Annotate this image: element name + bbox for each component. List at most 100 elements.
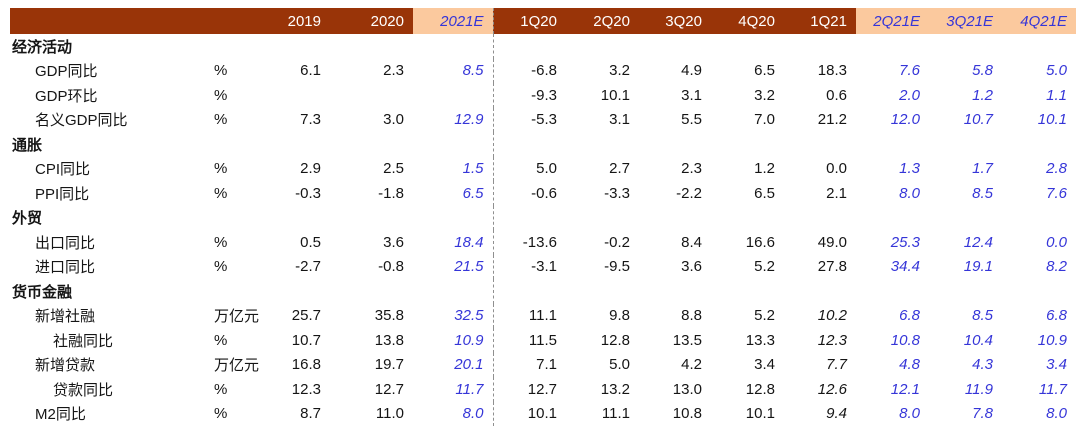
section-title: 通胀 <box>12 136 43 154</box>
cell-2020: 3.0 <box>383 111 404 129</box>
cell-4q20: 1.2 <box>754 160 775 178</box>
cell-2020 <box>330 83 413 108</box>
cell-3q20 <box>639 206 711 231</box>
cell-2020 <box>330 34 413 59</box>
cell-2q21e: 8.0 <box>899 184 920 202</box>
table-row: 出口同比 % 0.5 3.6 18.4 -13.6 -0.2 8.4 16.6 … <box>10 230 1076 255</box>
cell-1q21: 7.7 <box>826 356 847 374</box>
cell-2020 <box>330 206 413 231</box>
cell-2q21e <box>856 279 929 304</box>
cell-1q20 <box>492 279 566 304</box>
cell-3q21e: 1.7 <box>972 160 993 178</box>
cell-2020: 13.8 <box>374 331 404 349</box>
row-unit <box>210 206 267 231</box>
cell-3q20: 8.8 <box>681 307 702 325</box>
cell-3q21e: 8.5 <box>972 184 993 202</box>
cell-4q20: 12.8 <box>745 380 775 398</box>
cell-1q21 <box>784 206 856 231</box>
cell-3q20: 3.6 <box>681 258 702 276</box>
cell-1q21: 10.2 <box>817 307 847 325</box>
row-unit: % <box>214 405 228 423</box>
row-label: GDP环比 <box>35 87 98 105</box>
row-unit <box>210 34 267 59</box>
cell-2q21e: 10.8 <box>890 331 920 349</box>
column-header-2021e: 2021E <box>413 8 493 34</box>
cell-2019: 2.9 <box>300 160 321 178</box>
cell-3q20: 13.5 <box>672 331 702 349</box>
column-header-3q21e: 3Q21E <box>929 8 1002 34</box>
cell-1q21: 12.3 <box>817 331 847 349</box>
cell-3q20 <box>639 34 711 59</box>
cell-2021e: 8.0 <box>462 405 484 423</box>
cell-2q21e: 7.6 <box>899 62 920 80</box>
cell-4q21e: 10.9 <box>1037 331 1067 349</box>
table-header-row: 2019 2020 2021E 1Q20 2Q20 3Q20 4Q20 1Q21… <box>10 8 1076 34</box>
cell-2q21e: 8.0 <box>899 405 920 423</box>
cell-1q20 <box>492 132 566 157</box>
economic-indicators-table: 2019 2020 2021E 1Q20 2Q20 3Q20 4Q20 1Q21… <box>10 8 1076 426</box>
cell-3q21e: 10.7 <box>963 111 993 129</box>
cell-3q21e <box>929 132 1002 157</box>
cell-2021e: 18.4 <box>454 233 484 251</box>
row-unit: % <box>214 380 228 398</box>
cell-4q21e: 7.6 <box>1046 184 1067 202</box>
row-label: 新增贷款 <box>35 357 96 375</box>
cell-4q21e <box>1002 279 1076 304</box>
cell-3q21e: 19.1 <box>963 258 993 276</box>
cell-2q20 <box>566 279 639 304</box>
cell-2q20: -9.5 <box>604 258 630 276</box>
cell-3q20: 4.2 <box>681 356 702 374</box>
cell-2020: 2.3 <box>383 62 404 80</box>
cell-2q20 <box>566 34 639 59</box>
economic-indicators-table-page: 2019 2020 2021E 1Q20 2Q20 3Q20 4Q20 1Q21… <box>0 8 1080 434</box>
row-label: 新增社融 <box>35 308 96 326</box>
section-header-row: 经济活动 <box>10 34 1076 59</box>
cell-3q21e <box>929 34 1002 59</box>
cell-4q20: 5.2 <box>754 258 775 276</box>
row-label: 名义GDP同比 <box>35 112 128 130</box>
row-unit: % <box>214 258 228 276</box>
cell-2019: -0.3 <box>295 184 321 202</box>
cell-4q21e: 8.2 <box>1046 258 1067 276</box>
table-body: 经济活动 GDP同比 % 6.1 2.3 8.5 -6.8 3.2 4.9 6.… <box>10 34 1076 426</box>
cell-2021e: 10.9 <box>454 331 484 349</box>
table-row: GDP环比 % -9.3 10.1 3.1 3.2 0.6 2.0 1.2 1.… <box>10 83 1076 108</box>
cell-1q21: 12.6 <box>817 380 847 398</box>
section-header-row: 通胀 <box>10 132 1076 157</box>
cell-4q21e: 3.4 <box>1046 356 1067 374</box>
cell-3q20: 3.1 <box>681 86 702 104</box>
column-header-1q21: 1Q21 <box>784 8 856 34</box>
cell-1q21 <box>784 132 856 157</box>
column-header-3q20: 3Q20 <box>639 8 711 34</box>
row-label: PPI同比 <box>35 185 90 203</box>
cell-2q20: 11.1 <box>601 405 630 423</box>
cell-3q20: 8.4 <box>681 233 702 251</box>
cell-1q21: 49.0 <box>817 233 847 251</box>
cell-2021e: 11.7 <box>455 380 484 398</box>
cell-1q20: 10.1 <box>492 401 566 426</box>
cell-2021e: 8.5 <box>462 62 484 80</box>
row-label: 贷款同比 <box>53 381 114 399</box>
cell-1q20: 12.7 <box>492 377 566 402</box>
table-row: M2同比 % 8.7 11.0 8.0 10.1 11.1 10.8 10.1 … <box>10 401 1076 426</box>
cell-4q20: 16.6 <box>745 233 775 251</box>
cell-4q20 <box>711 34 784 59</box>
cell-4q20: 7.0 <box>754 111 775 129</box>
cell-1q21: 21.2 <box>817 111 847 129</box>
cell-3q20: 5.5 <box>681 111 702 129</box>
row-label: M2同比 <box>35 406 86 424</box>
cell-2020 <box>330 279 413 304</box>
cell-3q20: 13.0 <box>672 380 702 398</box>
cell-2q21e: 6.8 <box>899 307 920 325</box>
cell-1q20 <box>492 205 566 230</box>
row-unit: % <box>214 62 228 80</box>
cell-1q21 <box>784 34 856 59</box>
cell-2q20: 13.2 <box>600 380 630 398</box>
row-label: 进口同比 <box>35 259 96 277</box>
cell-2019 <box>267 132 330 157</box>
cell-3q20: -2.2 <box>676 184 702 202</box>
cell-4q21e: 0.0 <box>1046 233 1067 251</box>
cell-4q21e <box>1002 34 1076 59</box>
cell-3q21e: 8.5 <box>972 307 993 325</box>
cell-1q20: 11.1 <box>492 303 566 328</box>
